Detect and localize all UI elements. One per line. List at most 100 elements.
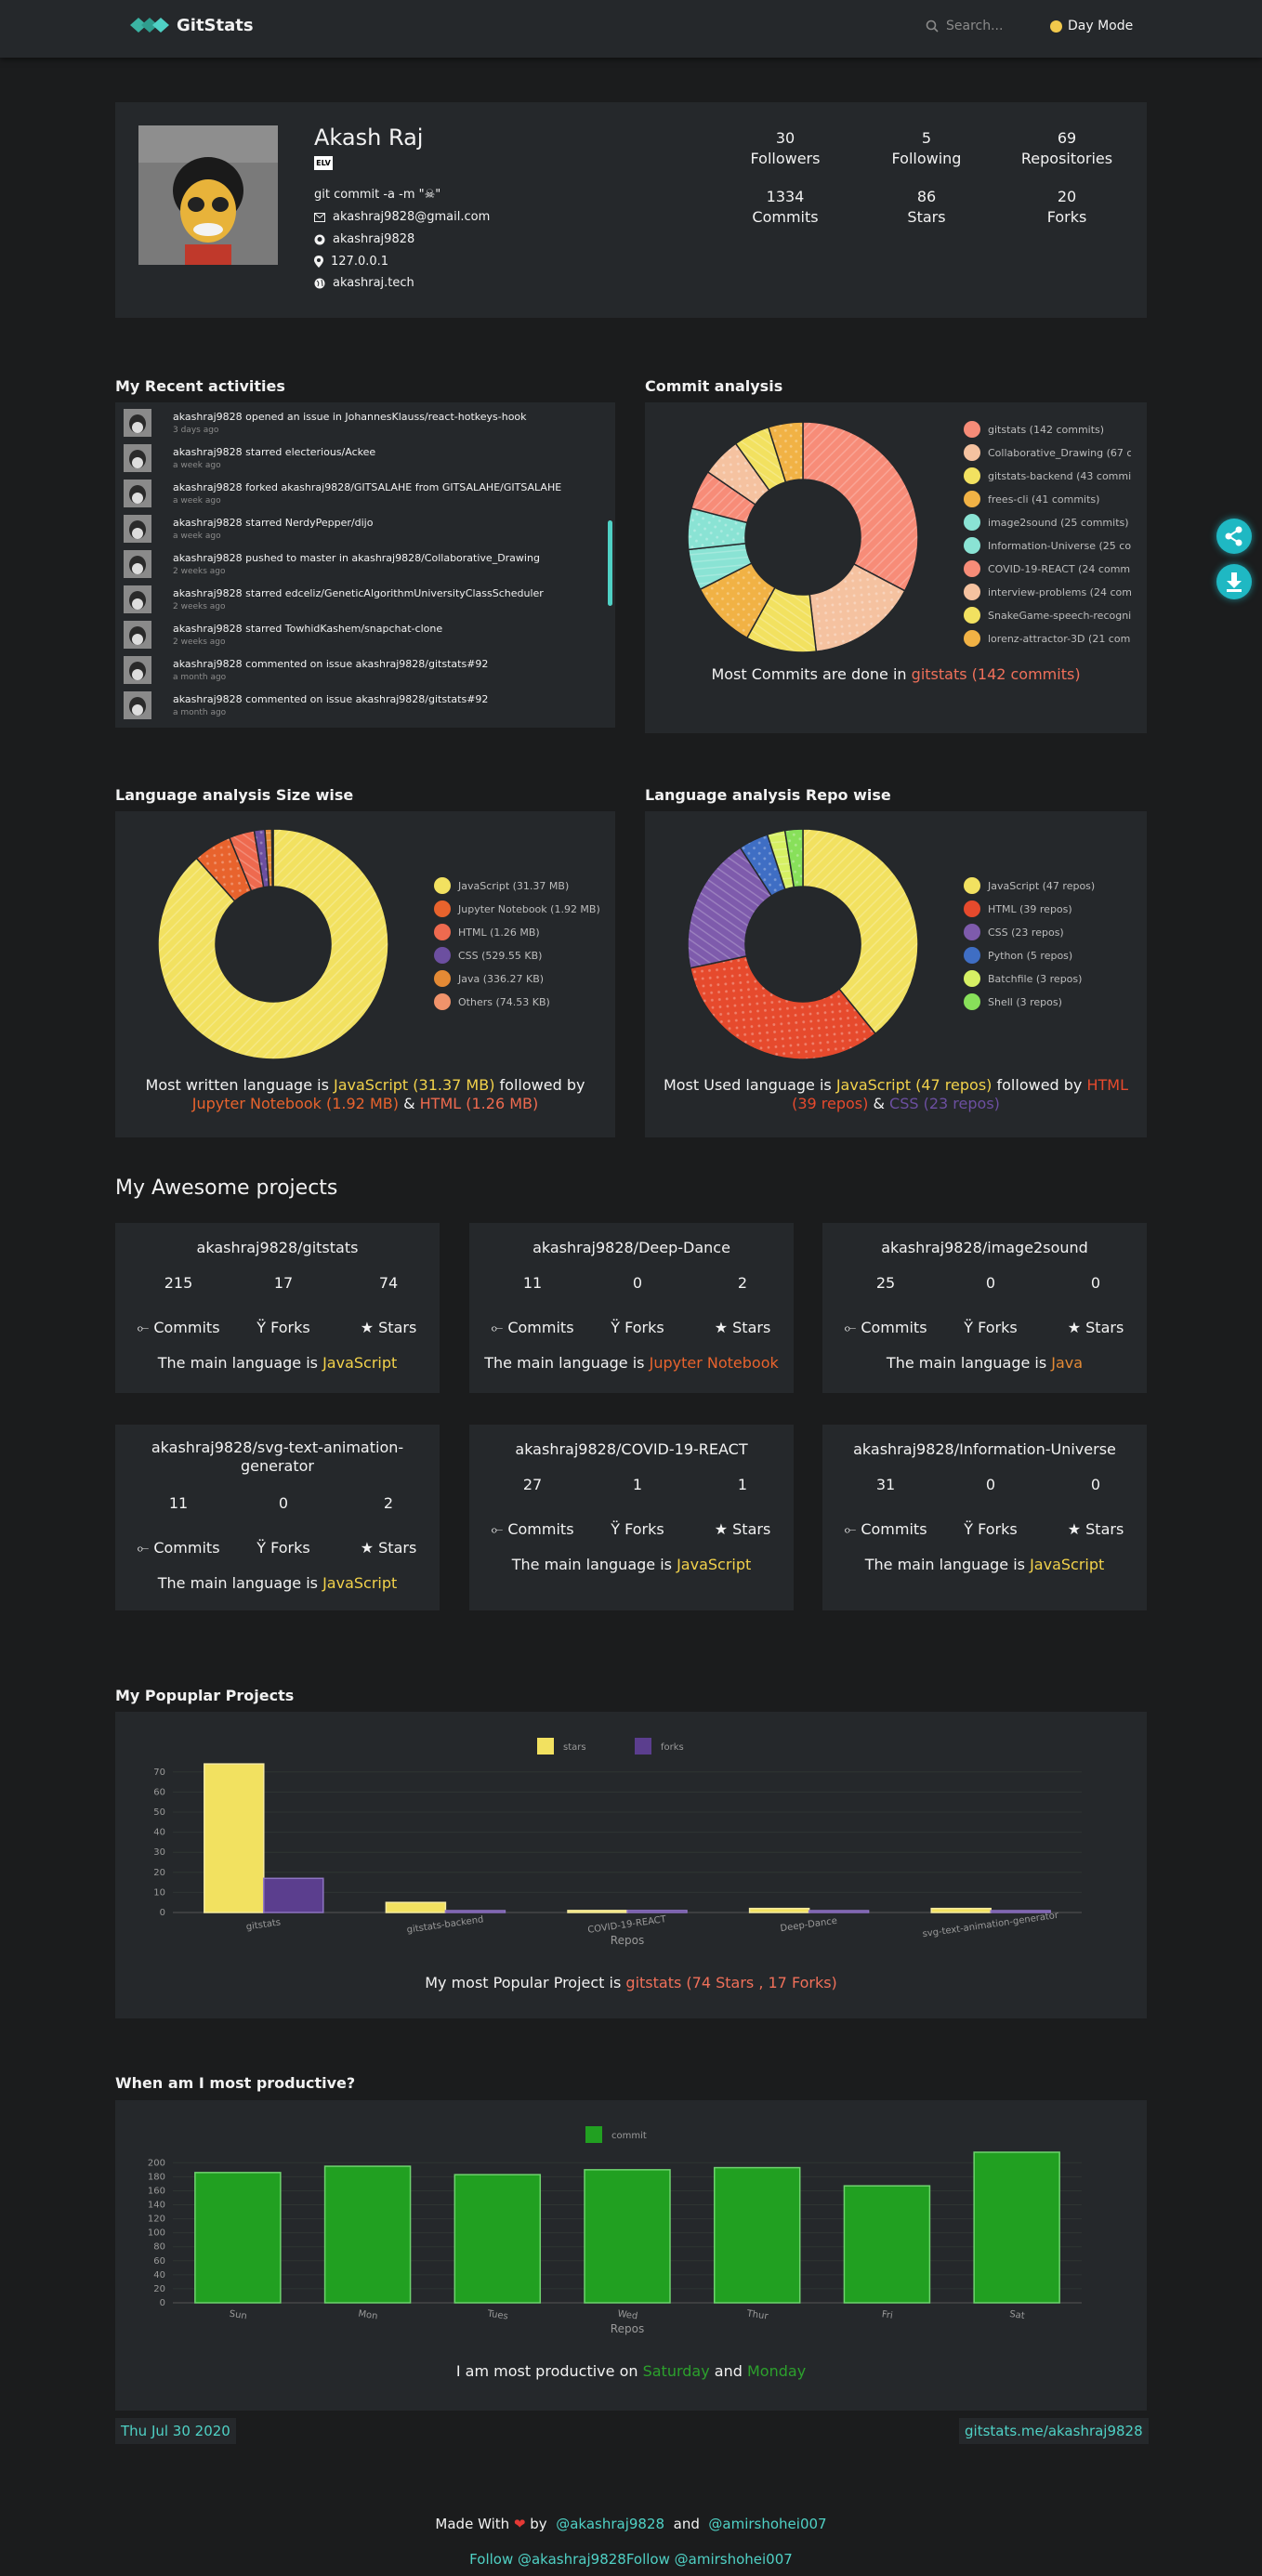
legend-item[interactable]: Information-Universe (25 commits): [964, 537, 1131, 554]
project-name[interactable]: akashraj9828/Deep-Dance: [532, 1239, 730, 1256]
legend-item[interactable]: CSS (529.55 KB): [434, 947, 611, 964]
project-name[interactable]: akashraj9828/image2sound: [881, 1239, 1088, 1256]
bar-forks-gitstats-backend[interactable]: [444, 1910, 506, 1913]
list-item[interactable]: akashraj9828 forked akashraj9828/GITSALA…: [119, 476, 611, 511]
bar-forks-svg-text-animation-generator[interactable]: [990, 1910, 1051, 1913]
project-name[interactable]: akashraj9828/Information-Universe: [853, 1440, 1116, 1458]
bar-forks-covid-19-react[interactable]: [626, 1910, 688, 1913]
project-name[interactable]: akashraj9828/COVID-19-REACT: [515, 1440, 748, 1458]
profile-github[interactable]: akashraj9828: [314, 232, 414, 246]
legend-item[interactable]: CSS (23 repos): [964, 924, 1140, 940]
bar-stars-gitstats[interactable]: [204, 1763, 265, 1913]
lang-repo-slice-javascript[interactable]: [802, 828, 919, 1035]
list-item[interactable]: akashraj9828 pushed to master in akashra…: [119, 546, 611, 582]
follow-author1-button[interactable]: Follow @akashraj9828: [469, 2551, 626, 2568]
bar-forks-deep-dance[interactable]: [808, 1910, 870, 1913]
legend-item[interactable]: HTML (39 repos): [964, 900, 1140, 917]
y-tick-label: 140: [148, 2201, 165, 2211]
list-item[interactable]: akashraj9828 starred electerious/Ackee a …: [119, 440, 611, 476]
search-input[interactable]: Search...: [946, 19, 1004, 33]
lang-size-slice-others[interactable]: [270, 828, 274, 887]
legend-item[interactable]: COVID-19-REACT (24 commits): [964, 560, 1131, 577]
project-name[interactable]: akashraj9828/gitstats: [196, 1239, 359, 1256]
legend-swatch-commit[interactable]: [585, 2126, 602, 2143]
lang-size-slice-javascript[interactable]: [157, 828, 389, 1060]
share-button[interactable]: [1216, 519, 1252, 554]
lang-repo-slice-css[interactable]: [687, 846, 773, 969]
bar-commit-thur[interactable]: [713, 2166, 801, 2304]
lang-size-donut-chart[interactable]: [156, 827, 390, 1061]
bar-stars-deep-dance[interactable]: [748, 1907, 810, 1913]
activities-scrollbar[interactable]: [608, 520, 612, 606]
stat-repositories[interactable]: 69 Repositories: [997, 128, 1137, 169]
legend-item[interactable]: frees-cli (41 commits): [964, 491, 1131, 507]
commit-slice-lorenz-attractor-3d[interactable]: [767, 421, 804, 483]
bar-stars-covid-19-react[interactable]: [567, 1910, 628, 1913]
bar-forks-gitstats[interactable]: [263, 1877, 324, 1913]
legend-label: frees-cli (41 commits): [988, 493, 1100, 506]
list-item[interactable]: akashraj9828 starred TowhidKashem/snapch…: [119, 617, 611, 652]
legend-swatch-forks[interactable]: [635, 1738, 651, 1755]
legend-swatch: [964, 877, 980, 894]
legend-item[interactable]: Others (74.53 KB): [434, 993, 611, 1010]
bar-stars-svg-text-animation-generator[interactable]: [930, 1907, 992, 1913]
list-item[interactable]: akashraj9828 starred edceliz/GeneticAlgo…: [119, 582, 611, 617]
list-item[interactable]: akashraj9828 opened an issue in Johannes…: [119, 405, 611, 440]
project-card[interactable]: akashraj9828/Information-Universe 31 0 0 ⟜ C…: [822, 1425, 1147, 1610]
legend-item[interactable]: lorenz-attractor-3D (21 commits): [964, 630, 1131, 647]
lang-repo-slice-shell[interactable]: [783, 828, 804, 888]
bar-commit-fri[interactable]: [843, 2185, 931, 2304]
lang-repo-donut-chart[interactable]: [686, 827, 920, 1061]
brand-logo[interactable]: GitStats: [128, 15, 254, 35]
list-item[interactable]: akashraj9828 commented on issue akashraj…: [119, 688, 611, 723]
project-card[interactable]: akashraj9828/image2sound 25 0 0 ⟜ Commits Ÿ F…: [822, 1223, 1147, 1393]
project-card[interactable]: akashraj9828/Deep-Dance 11 0 2 ⟜ Commits Ÿ Fo…: [469, 1223, 794, 1393]
legend-item[interactable]: Shell (3 repos): [964, 993, 1140, 1010]
bar-commit-tues[interactable]: [454, 2174, 542, 2304]
list-item[interactable]: akashraj9828 starred NerdyPepper/dijo a w…: [119, 511, 611, 546]
y-tick-label: 20: [153, 2284, 165, 2294]
bar-commit-wed[interactable]: [584, 2169, 671, 2304]
profile-website[interactable]: akashraj.tech: [314, 276, 414, 290]
author2-link[interactable]: @amirshohei007: [708, 2516, 827, 2532]
bar-commit-sun[interactable]: [194, 2172, 282, 2304]
legend-item[interactable]: SnakeGame-speech-recognition: [964, 607, 1131, 624]
author1-link[interactable]: @akashraj9828: [556, 2516, 665, 2532]
legend-item[interactable]: gitstats (142 commits): [964, 421, 1131, 438]
legend-item[interactable]: Batchfile (3 repos): [964, 970, 1140, 987]
legend-item[interactable]: HTML (1.26 MB): [434, 924, 611, 940]
legend-swatch-stars[interactable]: [537, 1738, 554, 1755]
legend-item[interactable]: Java (336.27 KB): [434, 970, 611, 987]
footer-link[interactable]: gitstats.me/akashraj9828: [959, 2418, 1149, 2444]
legend-item[interactable]: JavaScript (47 repos): [964, 877, 1140, 894]
commit-donut-chart[interactable]: [686, 420, 920, 654]
legend-item[interactable]: interview-problems (24 commits): [964, 584, 1131, 600]
legend-item[interactable]: Jupyter Notebook (1.92 MB): [434, 900, 611, 917]
legend-item[interactable]: Collaborative_Drawing (67 commits): [964, 444, 1131, 461]
project-card[interactable]: akashraj9828/svg-text-animation-generato…: [115, 1425, 440, 1610]
list-item[interactable]: akashraj9828 commented on issue akashraj…: [119, 652, 611, 688]
legend-item[interactable]: gitstats-backend (43 commits): [964, 467, 1131, 484]
project-name[interactable]: akashraj9828/svg-text-animation-generato…: [151, 1439, 404, 1475]
project-card[interactable]: akashraj9828/gitstats 215 17 74 ⟜ Commits Ÿ F…: [115, 1223, 440, 1393]
project-card[interactable]: akashraj9828/COVID-19-REACT 27 1 1 ⟜ Commits…: [469, 1425, 794, 1610]
legend-item[interactable]: Python (5 repos): [964, 947, 1140, 964]
stat-followers[interactable]: 30 Followers: [716, 128, 855, 169]
legend-item[interactable]: JavaScript (31.37 MB): [434, 877, 611, 894]
stat-following[interactable]: 5 Following: [857, 128, 996, 169]
follow-author2-button[interactable]: Follow @amirshohei007: [625, 2551, 793, 2568]
commit-slice-gitstats[interactable]: [802, 421, 919, 592]
profile-email[interactable]: akashraj9828@gmail.com: [314, 210, 490, 224]
day-mode-toggle[interactable]: Day Mode: [1050, 19, 1133, 33]
bar-commit-sat[interactable]: [973, 2151, 1060, 2304]
project-commits-value: 27: [522, 1476, 543, 1493]
project-forks-label: Ÿ Forks: [256, 1319, 310, 1336]
download-button[interactable]: [1216, 564, 1252, 599]
bar-commit-mon[interactable]: [323, 2165, 412, 2304]
bar-stars-gitstats-backend[interactable]: [385, 1901, 447, 1913]
activity-time: a week ago: [173, 532, 221, 541]
legend-item[interactable]: image2sound (25 commits): [964, 514, 1131, 531]
search-box[interactable]: Search...: [926, 19, 1003, 33]
envelope-icon: [314, 212, 325, 222]
lang-repo-slice-html[interactable]: [689, 955, 877, 1060]
